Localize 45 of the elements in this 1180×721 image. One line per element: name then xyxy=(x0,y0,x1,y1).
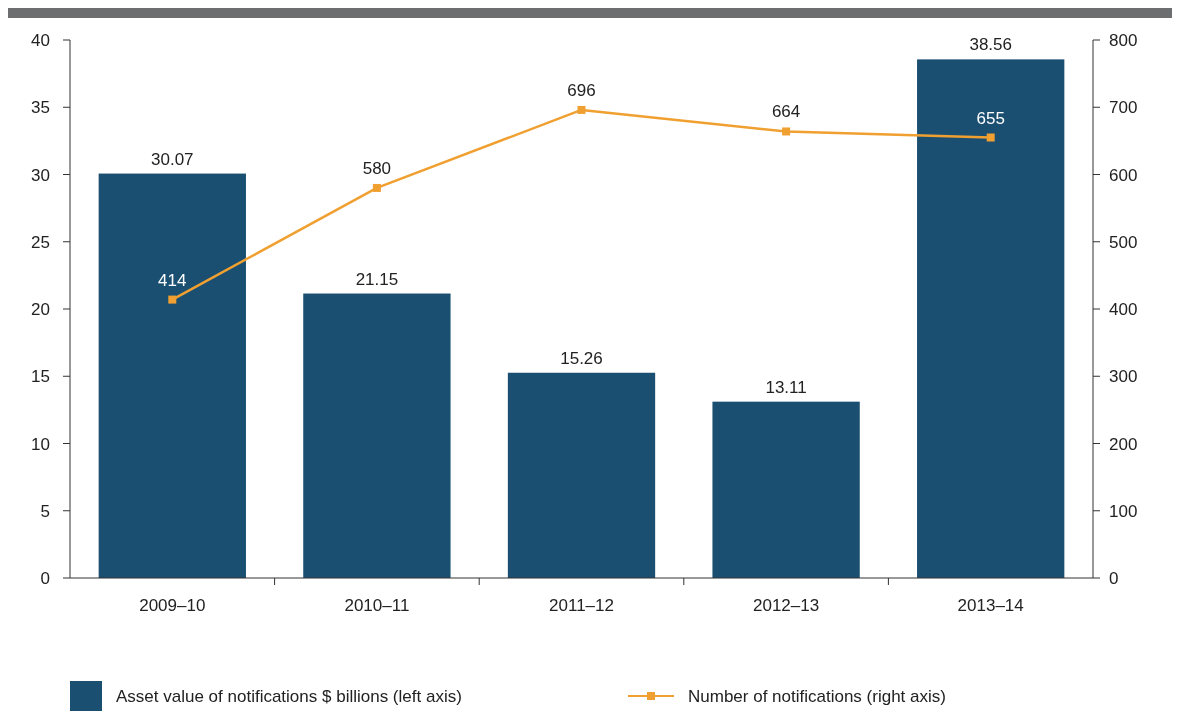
bar xyxy=(98,173,246,578)
y-tick-label: 30 xyxy=(31,165,50,185)
data-label: 580 xyxy=(362,158,392,178)
point xyxy=(782,127,791,136)
bar xyxy=(712,401,860,578)
y-tick-label: 5 xyxy=(40,501,50,521)
y2-tick-label: 0 xyxy=(1109,569,1119,588)
bar xyxy=(917,59,1065,578)
x-tick-label: 2009–10 xyxy=(139,596,206,615)
data-label: 13.11 xyxy=(765,377,807,397)
data-label: 696 xyxy=(567,80,596,100)
y-tick-label: 40 xyxy=(31,31,50,50)
x-tick-label: 2013–14 xyxy=(957,596,1024,615)
bar xyxy=(303,293,451,578)
y2-tick-label: 300 xyxy=(1109,367,1138,387)
point xyxy=(168,295,177,304)
x-tick-label: 2011–12 xyxy=(549,596,614,615)
x-tick-label: 2012–13 xyxy=(753,596,820,615)
point xyxy=(577,105,586,114)
data-label: 15.26 xyxy=(560,348,603,368)
point xyxy=(986,133,995,142)
y-tick-label: 10 xyxy=(31,434,50,454)
y2-tick-label: 600 xyxy=(1109,165,1138,185)
data-label: 30.07 xyxy=(151,149,194,169)
y-tick-label: 15 xyxy=(31,367,50,387)
bar xyxy=(507,372,656,578)
data-label: 414 xyxy=(158,270,187,290)
data-label: 21.15 xyxy=(355,269,399,289)
y-tick-label: 20 xyxy=(31,300,50,319)
y2-tick-label: 500 xyxy=(1109,232,1138,252)
y2-tick-label: 100 xyxy=(1109,501,1138,521)
y2-tick-label: 400 xyxy=(1109,300,1138,319)
legend-label: Number of notifications (right axis) xyxy=(688,687,946,706)
y2-tick-label: 200 xyxy=(1109,434,1138,454)
data-label: 664 xyxy=(771,102,801,122)
y2-tick-label: 700 xyxy=(1109,98,1138,118)
y2-tick-label: 800 xyxy=(1109,31,1138,50)
x-tick-label: 2010–11 xyxy=(344,596,410,615)
y-tick-label: 35 xyxy=(31,98,50,118)
y-tick-label: 25 xyxy=(31,232,50,252)
legend-label: Asset value of notifications $ billions (left axis) xyxy=(116,687,462,706)
data-label: 38.56 xyxy=(969,35,1012,55)
point xyxy=(372,183,381,192)
y-tick-label: 0 xyxy=(40,569,50,588)
data-label: 655 xyxy=(976,108,1005,128)
